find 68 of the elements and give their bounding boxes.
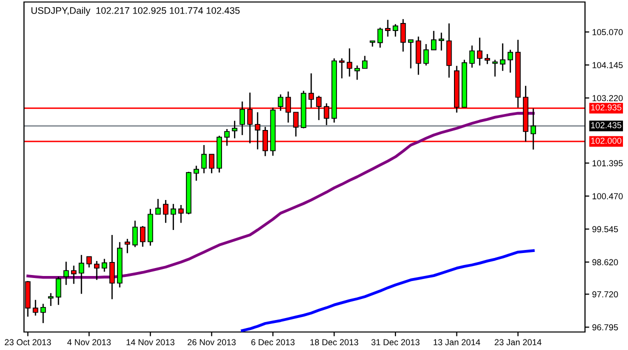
candlestick xyxy=(71,265,76,284)
candlestick xyxy=(423,43,429,66)
x-tick-label: 18 Dec 2013 xyxy=(310,339,358,346)
candlestick xyxy=(86,256,92,268)
candlestick xyxy=(362,55,368,69)
candlestick xyxy=(431,30,436,50)
candlestick xyxy=(438,32,444,52)
x-tick-label: 4 Nov 2013 xyxy=(67,339,111,346)
y-tick-label: 98.620 xyxy=(592,259,618,266)
chart-title: USDJPY,Daily 102.217 102.925 101.774 102.435 xyxy=(31,6,240,16)
candlestick xyxy=(530,108,536,150)
candlestick xyxy=(201,144,207,174)
candlestick xyxy=(385,19,391,38)
candlestick xyxy=(469,44,475,68)
ref-line-label: 102.000 xyxy=(591,138,622,144)
x-tick-label: 6 Dec 2013 xyxy=(251,339,295,346)
candlestick xyxy=(132,220,138,248)
candlestick xyxy=(500,42,506,72)
y-tick-label: 104.145 xyxy=(592,62,623,68)
x-tick-label: 23 Jan 2014 xyxy=(494,339,542,346)
candlestick xyxy=(208,154,214,174)
x-tick-label: 26 Nov 2013 xyxy=(188,339,236,346)
y-tick-label: 96.795 xyxy=(592,324,618,330)
candlestick xyxy=(40,303,46,324)
y-tick-label: 97.720 xyxy=(592,291,618,298)
candlestick xyxy=(240,100,245,136)
candlestick xyxy=(140,225,146,248)
candlestick xyxy=(78,254,84,294)
x-tick-label: 31 Dec 2013 xyxy=(371,339,420,346)
ref-line-label: 102.435 xyxy=(591,122,622,128)
y-tick-label: 101.395 xyxy=(592,160,623,166)
candlestick xyxy=(124,238,130,254)
candlestick xyxy=(293,112,299,138)
candlestick xyxy=(63,261,69,286)
candlestick xyxy=(492,59,498,78)
candlestick xyxy=(109,234,115,300)
candlestick xyxy=(162,199,168,224)
candlestick xyxy=(346,48,352,78)
candlestick xyxy=(94,260,100,281)
x-tick-label: 14 Nov 2013 xyxy=(126,339,174,346)
candlestick xyxy=(232,120,238,139)
candlestick xyxy=(354,64,360,80)
candlestick xyxy=(32,299,38,316)
line-series xyxy=(240,249,535,332)
y-tick-label: 99.545 xyxy=(592,226,618,232)
candlestick xyxy=(224,128,230,146)
candlestick xyxy=(400,18,406,52)
candlestick xyxy=(508,49,514,74)
candlestick xyxy=(416,36,422,76)
candlestick xyxy=(278,94,284,112)
candlestick xyxy=(484,53,490,65)
y-tick-label: 100.470 xyxy=(592,193,623,200)
candlestick xyxy=(339,58,345,79)
candlestick xyxy=(194,165,200,182)
candlestick xyxy=(102,258,108,272)
candlestick xyxy=(48,292,54,307)
candlestick xyxy=(178,204,184,224)
ref-line-label: 102.935 xyxy=(591,104,622,110)
x-tick-label: 13 Jan 2014 xyxy=(434,339,480,346)
candlestick xyxy=(392,23,398,38)
y-tick-label: 103.220 xyxy=(592,95,623,102)
candlestick xyxy=(408,39,414,69)
y-tick-label: 105.070 xyxy=(592,29,623,36)
x-tick-label: 23 Oct 2013 xyxy=(4,339,51,346)
candlestick xyxy=(56,276,62,306)
candlestick xyxy=(476,37,482,66)
candlestick xyxy=(170,203,176,231)
candlestick xyxy=(377,27,383,48)
